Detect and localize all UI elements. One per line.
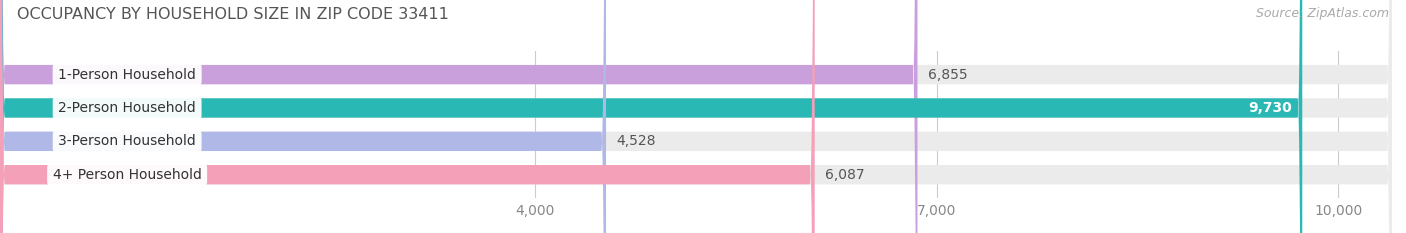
Text: 4+ Person Household: 4+ Person Household [52,168,201,182]
Text: 1-Person Household: 1-Person Household [58,68,195,82]
Text: 2-Person Household: 2-Person Household [58,101,195,115]
Text: 4,528: 4,528 [617,134,657,148]
Text: OCCUPANCY BY HOUSEHOLD SIZE IN ZIP CODE 33411: OCCUPANCY BY HOUSEHOLD SIZE IN ZIP CODE … [17,7,449,22]
FancyBboxPatch shape [0,0,918,233]
Text: 6,855: 6,855 [928,68,967,82]
Text: 3-Person Household: 3-Person Household [58,134,195,148]
Text: 6,087: 6,087 [825,168,865,182]
FancyBboxPatch shape [0,0,606,233]
FancyBboxPatch shape [0,0,814,233]
Text: 9,730: 9,730 [1247,101,1292,115]
FancyBboxPatch shape [0,0,1302,233]
Text: Source: ZipAtlas.com: Source: ZipAtlas.com [1256,7,1389,20]
